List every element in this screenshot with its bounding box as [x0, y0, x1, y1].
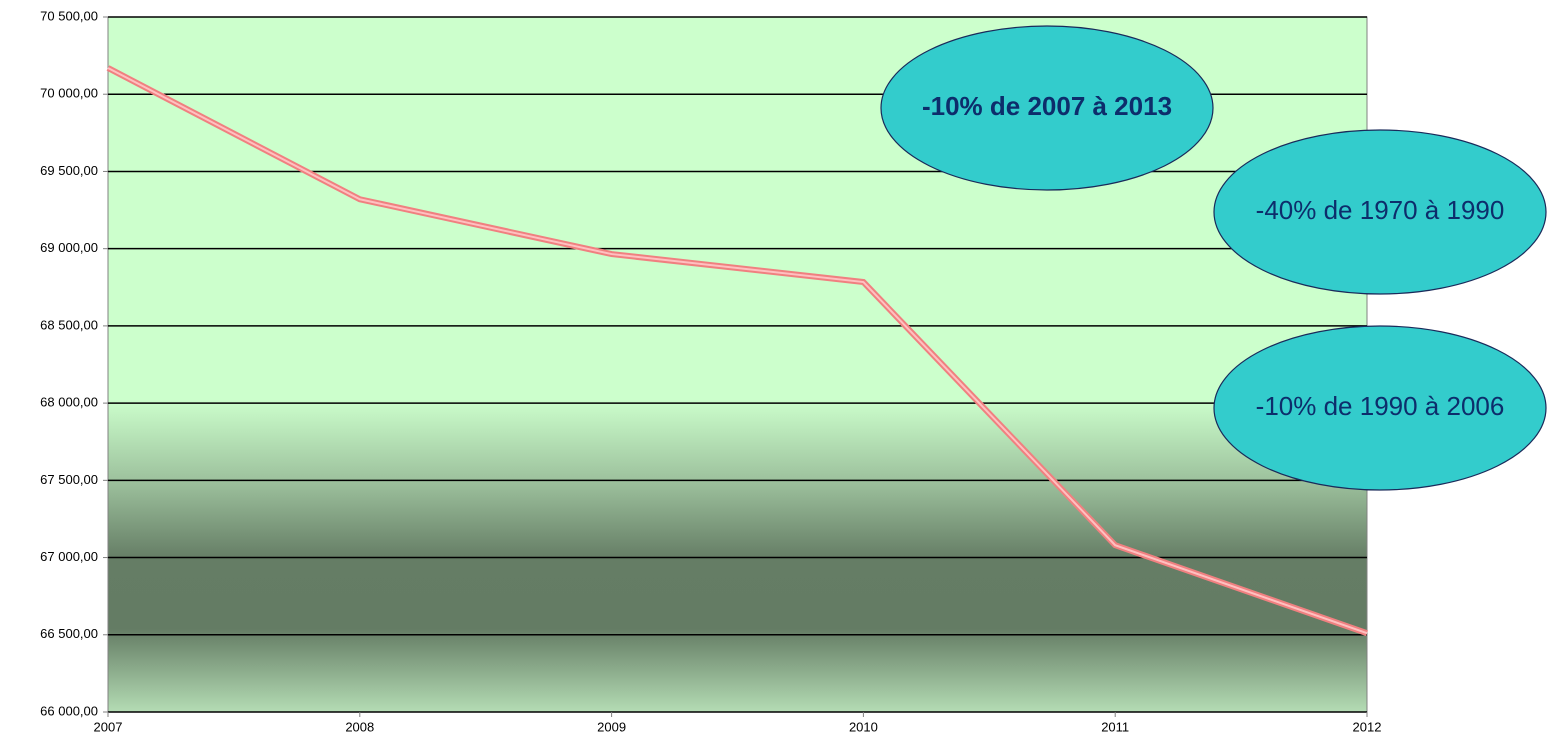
annotation: -10% de 2007 à 2013 — [922, 91, 1172, 121]
y-tick-label: 70 000,00 — [40, 86, 98, 101]
annotation-bubble — [1213, 325, 1547, 491]
y-tick-label: 70 500,00 — [40, 8, 98, 23]
y-tick-label: 69 500,00 — [40, 163, 98, 178]
y-tick-label: 68 500,00 — [40, 317, 98, 332]
annotation-bubble — [880, 25, 1214, 191]
x-tick-label: 2008 — [345, 719, 374, 734]
y-tick-label: 66 500,00 — [40, 626, 98, 641]
y-tick-label: 66 000,00 — [40, 703, 98, 718]
y-tick-label: 67 000,00 — [40, 549, 98, 564]
line-highlight — [107, 67, 1368, 635]
x-tick-label: 2012 — [1353, 719, 1382, 734]
annotation: -10% de 1990 à 2006 — [1256, 391, 1505, 421]
x-tick-label: 2010 — [849, 719, 878, 734]
y-tick-label: 68 000,00 — [40, 395, 98, 410]
y-tick-label: 67 500,00 — [40, 472, 98, 487]
x-tick-label: 2009 — [597, 719, 626, 734]
annotation: -40% de 1970 à 1990 — [1256, 195, 1505, 225]
x-tick-label: 2011 — [1101, 719, 1129, 734]
x-tick-label: 2007 — [94, 719, 123, 734]
y-tick-label: 69 000,00 — [40, 240, 98, 255]
annotation-bubble — [1213, 129, 1547, 295]
